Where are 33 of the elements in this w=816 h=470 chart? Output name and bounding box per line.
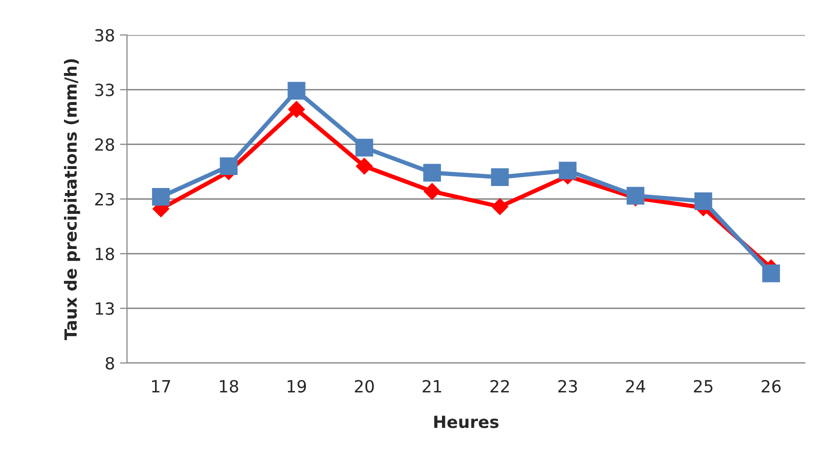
y-tick-label: 23 — [95, 192, 114, 206]
point — [152, 188, 170, 206]
y-tick-label: 38 — [95, 28, 114, 42]
point — [492, 198, 508, 216]
x-tick-label: 19 — [288, 380, 306, 393]
x-tick-label: 24 — [626, 380, 646, 392]
x-tick-label: 17 — [152, 380, 170, 392]
y-tick-label: 13 — [96, 302, 114, 315]
point — [694, 192, 712, 210]
point — [220, 157, 238, 176]
x-tick-label: 21 — [422, 380, 442, 392]
point — [558, 162, 577, 180]
point — [491, 168, 509, 186]
y-tick-label: 28 — [95, 138, 114, 151]
point — [356, 158, 373, 175]
point — [423, 164, 441, 182]
x-tick-label: 25 — [694, 380, 712, 393]
x-tick-label: 22 — [490, 380, 509, 392]
point — [355, 138, 374, 156]
x-tick-label: 20 — [354, 380, 374, 393]
point — [626, 186, 644, 205]
y-axis-title: Taux de precipitations (mm/h) — [64, 59, 80, 340]
y-tick-label: 33 — [95, 84, 114, 96]
x-axis-title: Heures — [434, 416, 498, 428]
point — [288, 82, 306, 100]
y-tick-label: 18 — [96, 248, 114, 260]
x-tick-label: 18 — [220, 380, 238, 393]
point — [424, 182, 440, 200]
point — [762, 264, 780, 282]
x-tick-label: 23 — [558, 380, 577, 393]
x-tick-label: 26 — [762, 380, 781, 393]
point — [288, 100, 305, 118]
y-tick-label: 8 — [106, 356, 114, 370]
